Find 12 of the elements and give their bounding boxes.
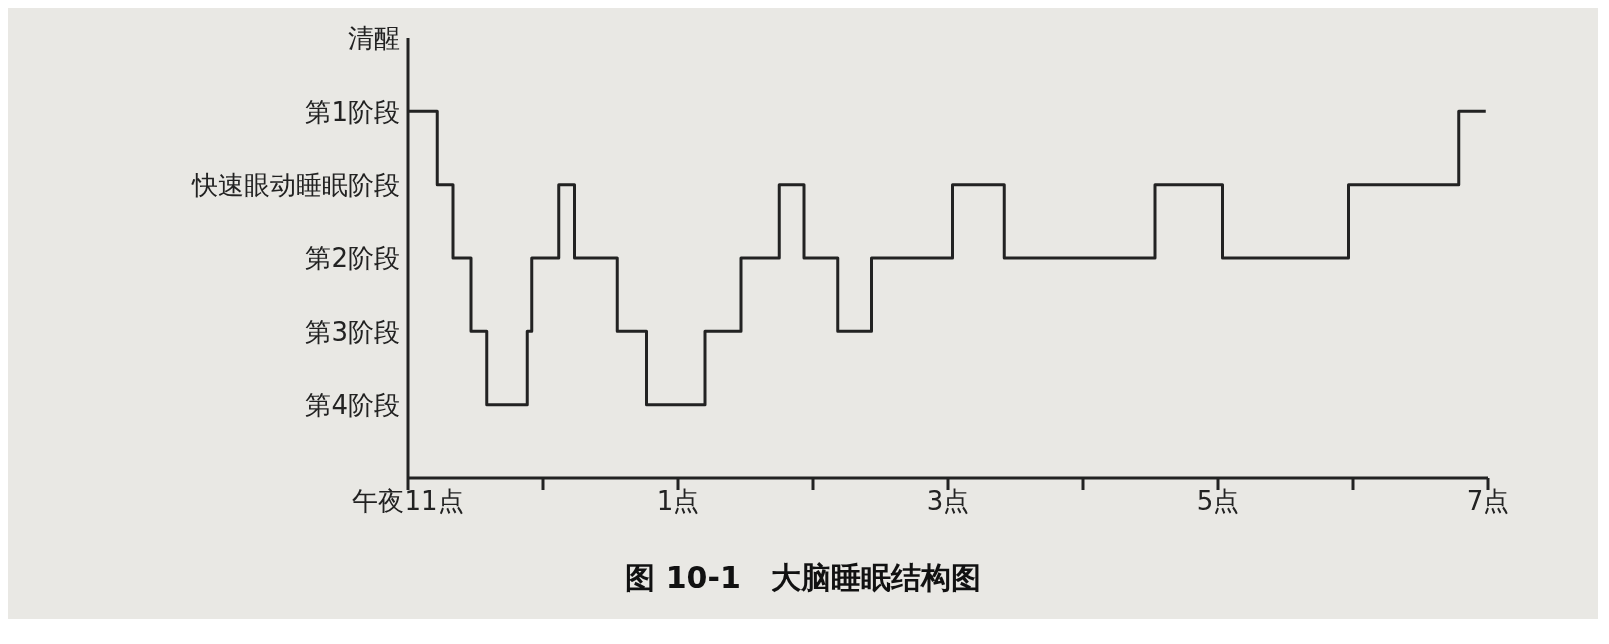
text: 清醒 xyxy=(348,23,400,54)
text: 第2阶段 xyxy=(305,243,400,274)
text: 第1阶段 xyxy=(305,96,400,127)
text: 第4阶段 xyxy=(305,389,400,420)
x-tick-label: 1点 xyxy=(656,486,700,517)
x-tick-label: 午夜11点 xyxy=(352,486,464,517)
x-tick-label: 7点 xyxy=(1466,486,1510,517)
text: 第3阶段 xyxy=(305,316,400,347)
text: 图 10-1 大脑睡眠结构图 xyxy=(624,559,982,597)
text: 快速眼动睡眠阶段 xyxy=(191,169,400,200)
x-tick-label: 5点 xyxy=(1196,486,1240,517)
x-tick-label: 3点 xyxy=(926,486,970,517)
